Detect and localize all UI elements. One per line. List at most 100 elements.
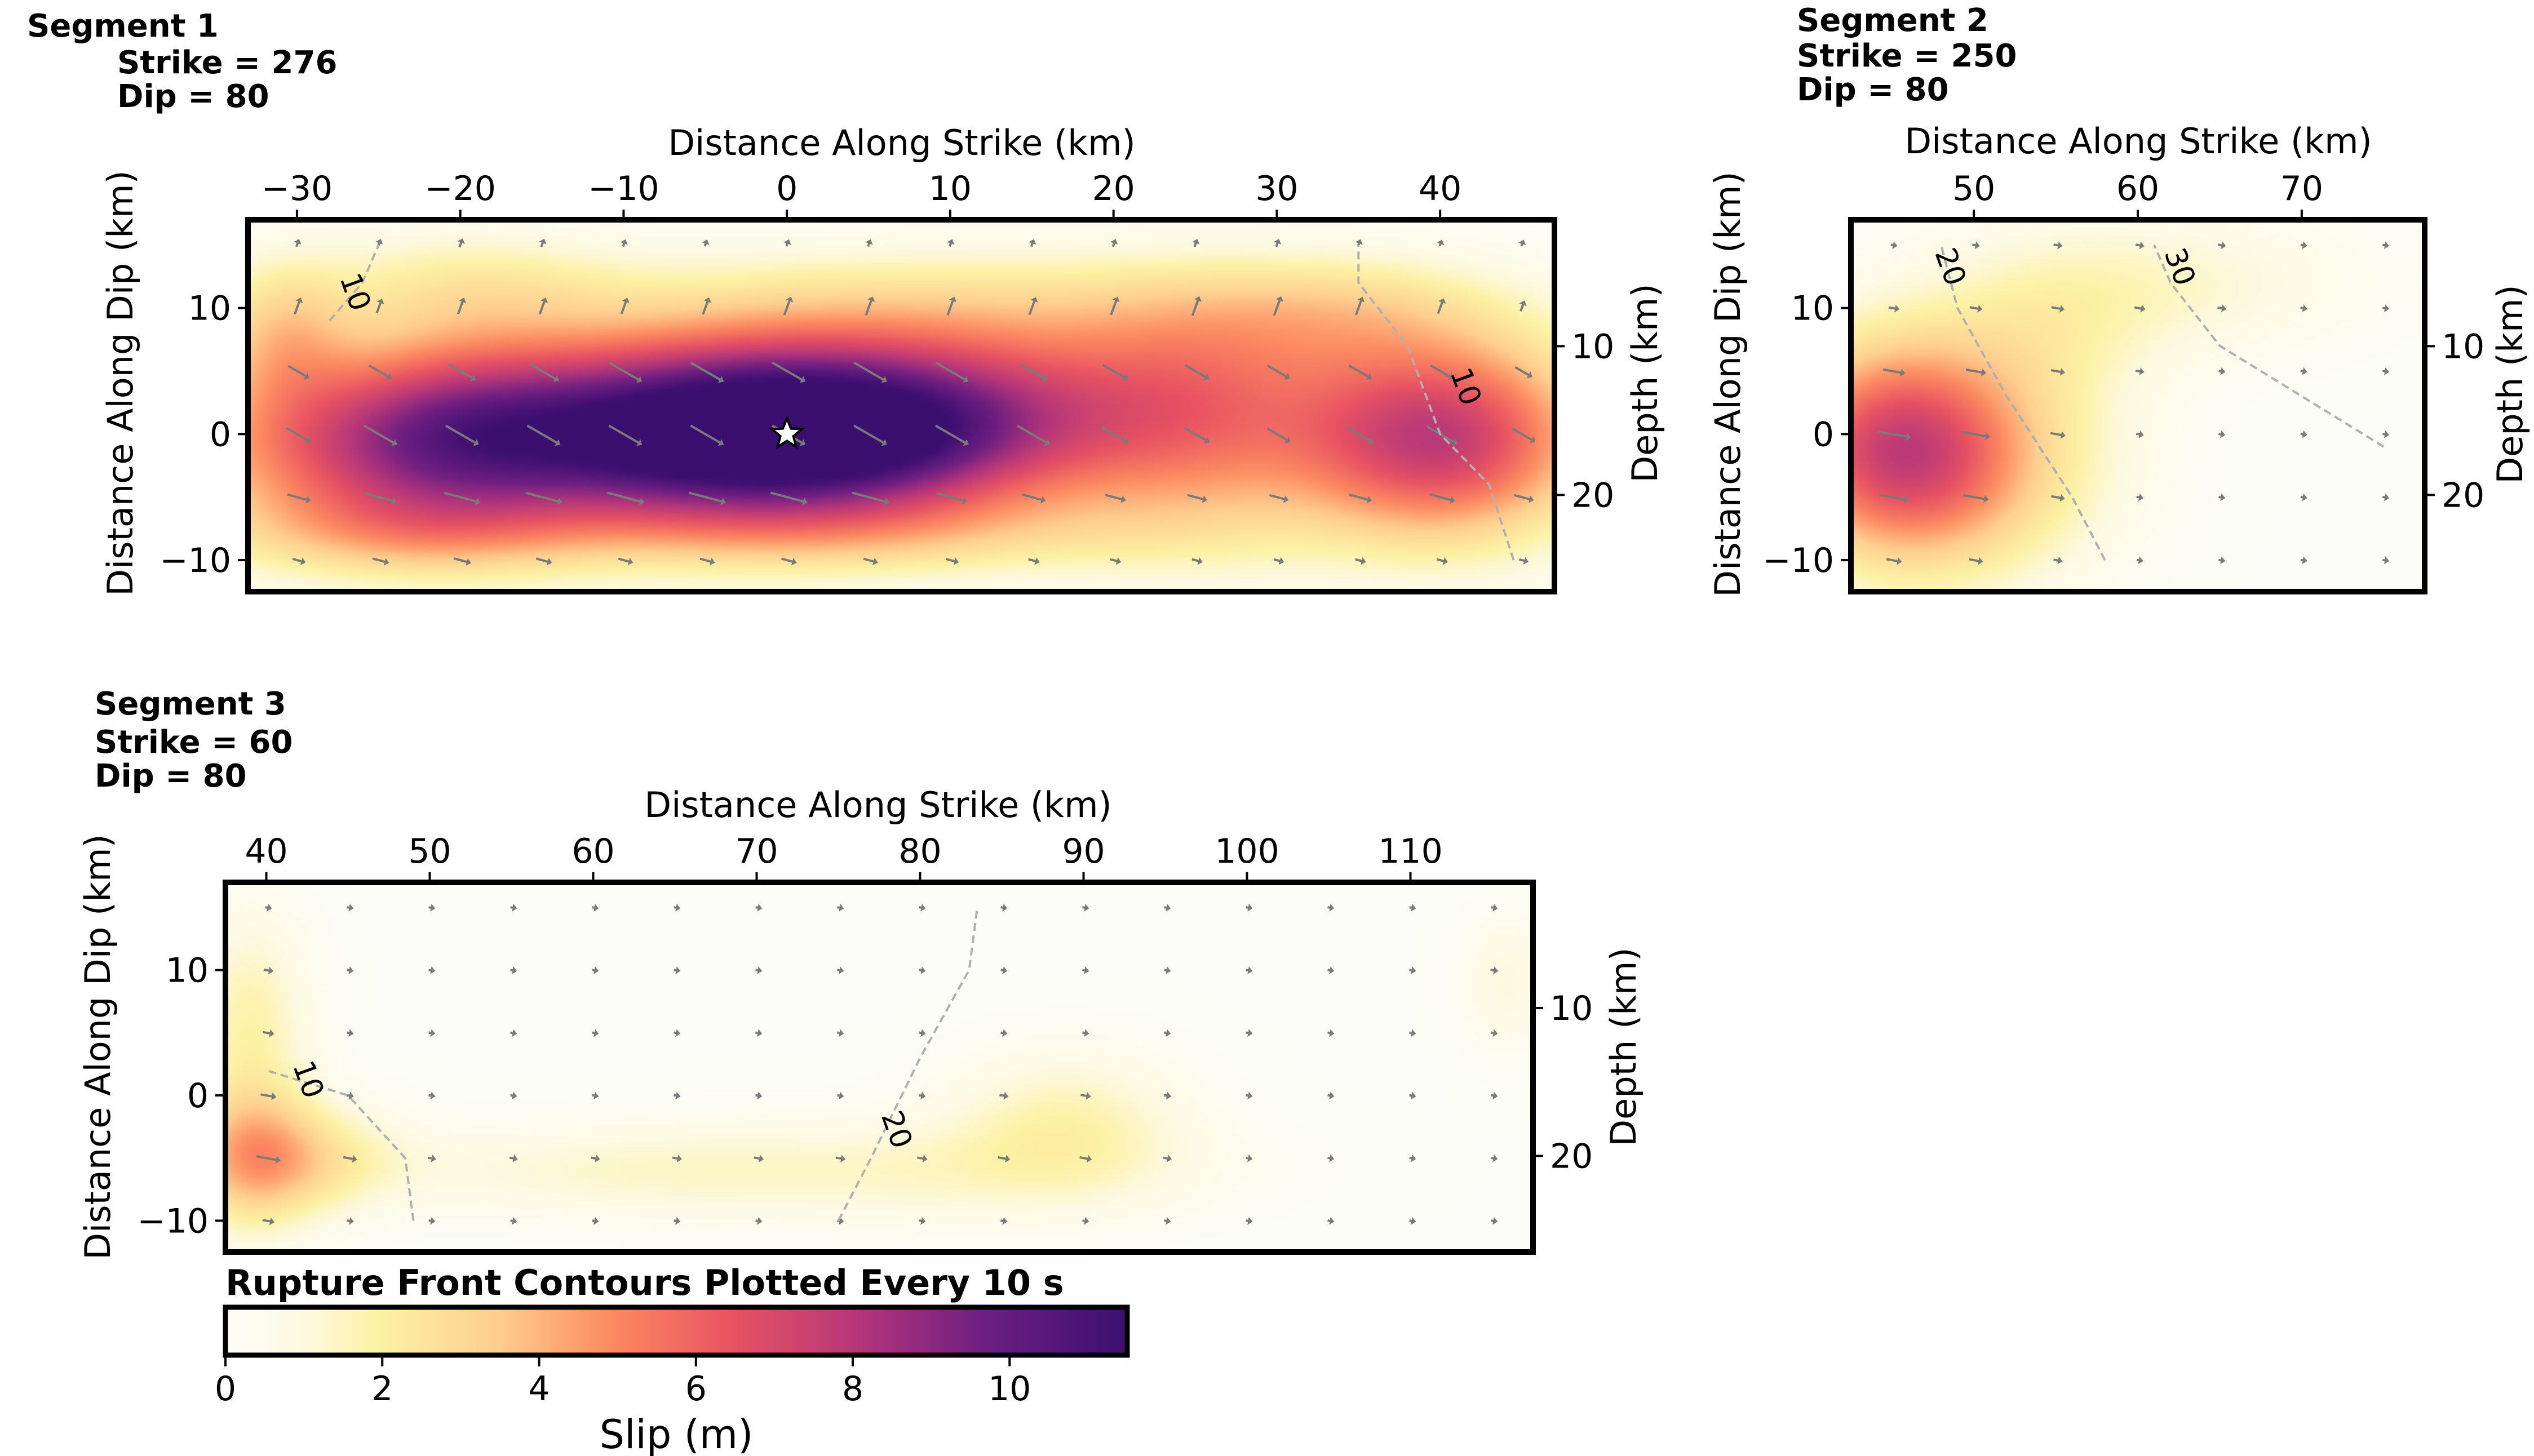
slip-vector-arrow (865, 300, 872, 316)
slip-vector-arrow (672, 1156, 678, 1160)
slip-vector-arrow (606, 491, 640, 503)
slip-vector-arrow (949, 243, 952, 247)
slip-vector-arrow (1110, 300, 1118, 316)
slip-vector-arrow (2218, 558, 2221, 562)
slip-vector-arrow (1191, 300, 1199, 316)
slip-vector-arrowhead (431, 1154, 436, 1162)
slip-vector-arrow (364, 492, 393, 502)
slip-vector-arrowhead (2302, 556, 2307, 565)
slip-vector-arrowhead (268, 966, 273, 975)
slip-vector-arrowhead (1523, 557, 1529, 565)
slip-vector-arrowhead (1283, 495, 1289, 503)
slip-vector-arrowhead (2302, 304, 2307, 312)
slip-vector-arrow (1327, 906, 1330, 909)
slip-vector-arrow (919, 1219, 922, 1222)
slip-vector-arrowhead (1002, 1217, 1008, 1225)
y-tick-label: 0 (1813, 415, 1834, 454)
slip-vector-arrowhead (1892, 241, 1898, 249)
segment-2-y2label: Depth (km) (2489, 285, 2531, 483)
slip-vector-arrowhead (865, 239, 873, 245)
slip-vector-arrowhead (839, 1029, 844, 1037)
slip-vector-arrow (1193, 242, 1197, 247)
slip-vector-arrow (540, 242, 544, 248)
slip-vector-arrowhead (305, 495, 311, 504)
slip-vector-arrow (1429, 493, 1451, 501)
slip-vector-arrowhead (1894, 304, 1900, 313)
slip-vector-arrow (2300, 558, 2303, 562)
slip-vector-arrow (937, 492, 964, 502)
slip-vector-arrow (1101, 426, 1126, 442)
slip-vector-arrowhead (2057, 556, 2063, 565)
slip-vector-arrowhead (1197, 557, 1203, 565)
slip-vector-arrow (755, 906, 758, 909)
slip-vector-arrowhead (1030, 297, 1038, 303)
slip-vector-arrowhead (1529, 436, 1536, 443)
slip-vector-arrowhead (840, 1155, 846, 1162)
x-tick-label: 10 (929, 169, 972, 208)
slip-vector-arrow (1519, 558, 1525, 562)
slip-vector-arrow (867, 243, 870, 247)
slip-vector-arrow (1349, 493, 1368, 501)
slip-vector-arrowhead (2384, 493, 2390, 501)
slip-vector-arrowhead (386, 373, 392, 380)
slip-vector-arrowhead (920, 1091, 926, 1100)
slip-vector-arrow (1520, 243, 1523, 247)
slip-vector-arrow (428, 1219, 431, 1222)
slip-vector-arrowhead (1974, 241, 1980, 250)
slip-vector-arrow (1246, 906, 1248, 909)
x-tick-label: 70 (735, 832, 778, 871)
rupture-front-contour (1357, 245, 1515, 561)
slip-vector-arrow (674, 1219, 676, 1222)
slip-vector-arrowhead (675, 1091, 681, 1100)
segment-1-dip: Dip = 80 (117, 78, 269, 115)
slip-vector-arrowhead (786, 296, 794, 303)
x-tick-label: 50 (1952, 169, 1995, 208)
colorbar-tick-label: 10 (988, 1369, 1031, 1409)
slip-vector-arrowhead (1166, 1091, 1172, 1100)
slip-vector-arrow (852, 491, 885, 503)
slip-vector-arrow (1191, 558, 1199, 562)
slip-vector-arrow (1879, 494, 1905, 501)
slip-vector-arrow (263, 968, 269, 972)
slip-vector-arrow (590, 1156, 596, 1160)
slip-vector-arrowhead (267, 903, 272, 912)
slip-vector-arrow (1110, 558, 1118, 562)
slip-vector-arrow (510, 906, 513, 909)
slip-vector-arrow (1511, 427, 1532, 441)
slip-vector-arrowhead (459, 298, 467, 304)
slip-vector-arrowhead (1203, 437, 1210, 444)
slip-vector-arrowhead (920, 966, 926, 974)
slip-vector-arrow (592, 1094, 595, 1097)
colorbar-tick-label: 6 (685, 1369, 707, 1409)
slip-vector-arrowhead (348, 1217, 354, 1225)
slip-vector-arrowhead (1029, 239, 1036, 245)
slip-vector-arrowhead (2221, 304, 2227, 313)
slip-vector-arrowhead (839, 1091, 844, 1100)
slip-vector-arrowhead (920, 903, 926, 912)
slip-vector-arrowhead (1519, 300, 1527, 307)
slip-vector-arrow (772, 361, 803, 381)
slip-vector-arrowhead (2302, 430, 2307, 438)
slip-vector-arrow (1436, 558, 1444, 562)
slip-vector-arrowhead (541, 298, 548, 303)
slip-vector-arrowhead (553, 375, 559, 382)
slip-vector-arrow (256, 1155, 277, 1161)
slip-vector-arrow (368, 364, 389, 378)
slip-vector-arrowhead (1086, 1092, 1091, 1100)
slip-vector-arrow (1164, 1219, 1167, 1222)
slip-vector-arrowhead (2060, 431, 2066, 439)
x-tick-label: 40 (1419, 169, 1461, 208)
slip-vector-arrowhead (799, 439, 806, 446)
slip-vector-arrowhead (1366, 495, 1372, 504)
slip-vector-arrow (1886, 558, 1898, 562)
slip-vector-arrowhead (512, 1029, 517, 1037)
slip-vector-arrowhead (1361, 557, 1366, 565)
hypocenter-star-icon (769, 415, 805, 450)
slip-vector-arrowhead (947, 239, 955, 245)
slip-vector-arrowhead (1087, 1155, 1092, 1163)
slip-vector-arrowhead (1411, 1029, 1416, 1037)
slip-vector-arrowhead (2384, 367, 2390, 375)
slip-vector-arrowhead (303, 372, 310, 380)
y-tick-label: 0 (210, 415, 231, 454)
slip-vector-arrowhead (1329, 1217, 1335, 1225)
